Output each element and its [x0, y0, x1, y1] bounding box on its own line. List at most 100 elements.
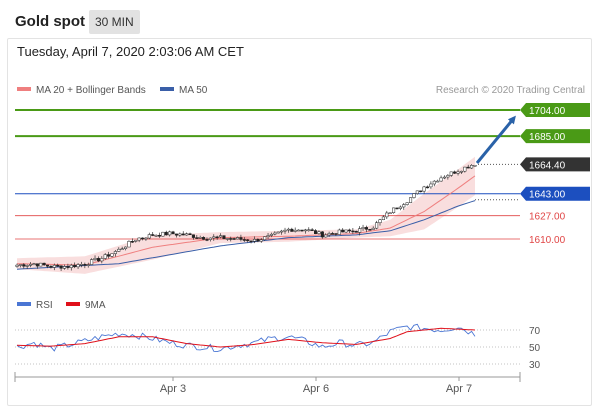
candle-body: [436, 180, 440, 183]
candle-body: [215, 236, 219, 239]
candle-body: [351, 230, 355, 233]
moving-averages: [16, 175, 476, 270]
x-tick-label-2: Apr 7: [446, 383, 472, 395]
candle-body: [140, 237, 145, 240]
candle-body: [32, 263, 36, 265]
candle-body: [15, 264, 19, 267]
legend-rsi-swatch: [17, 302, 31, 306]
candle-body: [439, 177, 443, 182]
candle-body: [446, 175, 450, 178]
candle-body: [208, 237, 212, 240]
rsi-tick-70: 70: [529, 326, 541, 337]
chart-datetime: Tuesday, April 7, 2020 2:03:06 AM CET: [17, 44, 244, 59]
candle-body: [35, 263, 39, 267]
candle-body: [473, 164, 477, 167]
candle-body: [49, 266, 53, 268]
candle-body: [202, 237, 206, 240]
candle-body: [127, 241, 131, 248]
candle-body: [52, 264, 56, 268]
candle-body: [388, 212, 392, 214]
candle-body: [73, 264, 77, 268]
candle-body: [344, 229, 348, 233]
legend-ma20-label: MA 20 + Bollinger Bands: [36, 85, 146, 96]
candle-body: [269, 233, 273, 236]
candle-body: [205, 239, 209, 241]
candle-body: [330, 233, 335, 235]
candle-body: [419, 190, 423, 193]
candle-body: [429, 183, 433, 188]
candle-body: [320, 231, 324, 238]
candle-body: [402, 204, 406, 208]
level-tag-1664-40: [520, 157, 590, 172]
candle-body: [69, 264, 73, 268]
candle-body: [212, 236, 216, 239]
candle-body: [310, 229, 314, 231]
legend-ma50-label: MA 50: [179, 85, 208, 96]
candle-body: [398, 206, 402, 209]
candle-body: [276, 231, 280, 234]
candle-body: [297, 229, 301, 232]
candle-body: [29, 263, 33, 266]
ma50-line: [16, 200, 476, 270]
candle-body: [219, 235, 223, 238]
forecast-arrow-group: [475, 115, 516, 164]
candle-body: [83, 264, 87, 266]
candle-body: [235, 237, 240, 240]
candle-body: [66, 266, 70, 268]
candle-body: [86, 264, 90, 266]
chart-card: [7, 38, 592, 406]
candle-body: [317, 231, 321, 234]
candle-body: [22, 264, 26, 267]
candle-body: [164, 231, 168, 236]
candle-body: [144, 237, 148, 240]
legend-ma20-swatch: [17, 87, 31, 91]
candle-body: [249, 240, 253, 243]
candle-body: [375, 222, 379, 229]
candle-body: [42, 262, 46, 266]
candle-body: [79, 264, 84, 266]
candle-body: [327, 233, 331, 236]
level-tag-1685-00: [520, 129, 590, 144]
candle-body: [62, 266, 67, 269]
candle-body: [100, 258, 104, 262]
candle-body: [324, 234, 328, 238]
candle-body: [225, 238, 229, 240]
candle-body: [222, 235, 226, 239]
candle-body: [117, 248, 121, 252]
candle-body: [466, 166, 470, 169]
candle-body: [378, 219, 382, 223]
candle-body: [425, 186, 430, 189]
candle-body: [154, 235, 158, 237]
level-label-1643-00: 1643.00: [529, 190, 566, 201]
candle-body: [229, 238, 233, 240]
forecast-arrow: [475, 115, 516, 164]
candle-body: [395, 207, 399, 210]
candle-body: [334, 233, 338, 235]
level-label-1627-00: 1627.00: [529, 212, 566, 223]
candle-body: [381, 216, 385, 220]
candle-body: [178, 233, 182, 236]
candle-body: [470, 165, 474, 169]
level-label-1664-40: 1664.40: [529, 160, 566, 171]
candle-body: [185, 233, 189, 236]
candle-body: [239, 237, 243, 240]
x-tick-label-1: Apr 6: [303, 383, 329, 395]
candle-body: [392, 207, 396, 213]
candle-body: [93, 258, 97, 260]
candle-body: [385, 212, 389, 218]
candle-body: [442, 176, 447, 179]
candle-body: [405, 202, 409, 205]
candle-body: [191, 234, 195, 238]
candle-body: [290, 228, 294, 232]
candle-body: [408, 197, 413, 203]
level-label-1685-00: 1685.00: [529, 132, 566, 143]
candle-body: [107, 254, 111, 257]
candle-body: [18, 264, 22, 266]
timeframe-button[interactable]: 30 MIN: [89, 10, 140, 34]
candle-body: [361, 227, 365, 229]
candle-body: [168, 231, 172, 236]
copyright-text: Research © 2020 Trading Central: [436, 85, 585, 96]
candle-body: [300, 229, 304, 232]
rsi-line: [16, 323, 476, 353]
